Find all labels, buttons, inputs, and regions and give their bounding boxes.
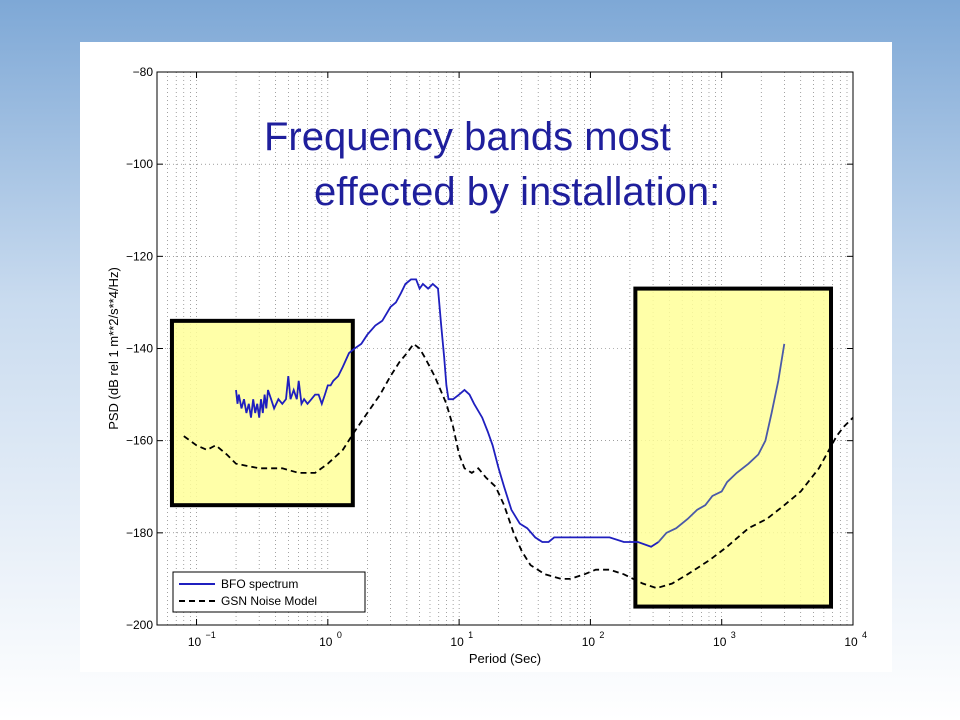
x-tick-label-exponent: 4 [862,630,867,640]
highlight-box-1 [169,318,355,508]
x-axis-label: Period (Sec) [469,651,541,666]
slide-title-line-2: effected by installation: [314,170,720,214]
x-tick-label: 10 [582,635,596,649]
legend-entry-bfo: BFO spectrum [221,577,298,591]
series-line-bfo-spectrum-long-period [657,343,786,543]
series-line-bfo-spectrum [235,278,659,548]
x-tick-label: 10 [713,635,727,649]
highlight-box-2 [633,286,834,609]
x-tick-label-exponent: 1 [468,630,473,640]
y-tick-label: −100 [126,157,153,171]
legend-entry-gsn: GSN Noise Model [221,594,317,608]
x-tick-label-exponent: 0 [337,630,342,640]
y-tick-label: −200 [126,618,153,632]
series-line-gsn-noise-model [183,342,854,590]
x-tick-label-exponent: 2 [599,630,604,640]
x-tick-label-exponent: −1 [206,630,216,640]
x-tick-label: 10 [319,635,333,649]
y-tick-label: −160 [126,434,153,448]
y-tick-label: −80 [133,65,154,79]
y-tick-label: −140 [126,342,153,356]
series-lines [183,278,854,590]
x-tick-label-exponent: 3 [731,630,736,640]
x-tick-label: 10 [188,635,202,649]
highlight-boxes [169,286,834,609]
slide-title-line-1: Frequency bands most [264,115,671,159]
y-axis-label: PSD (dB rel 1 m**2/s**4/Hz) [106,267,121,430]
legend-box [172,571,366,613]
legend: BFO spectrum GSN Noise Model [172,571,366,613]
y-tick-label: −180 [126,526,153,540]
y-tick-label: −120 [126,249,153,263]
x-tick-label: 10 [450,635,464,649]
x-tick-label: 10 [844,635,858,649]
